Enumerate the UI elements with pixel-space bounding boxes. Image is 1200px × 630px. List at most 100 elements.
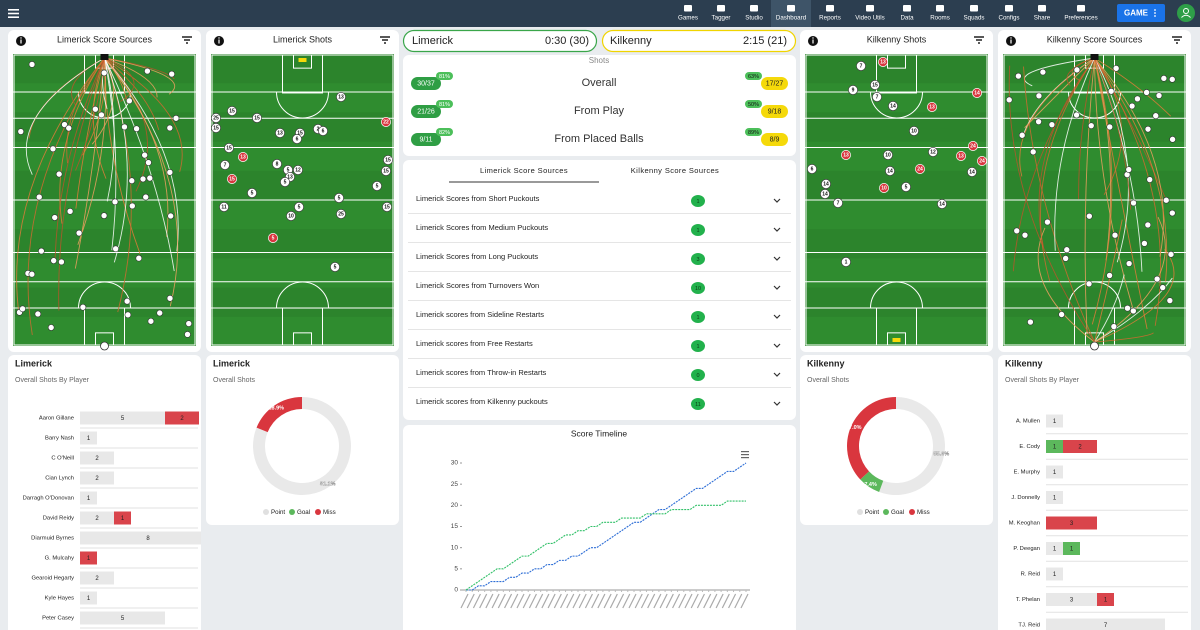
x-tick-stub	[535, 593, 544, 609]
tab[interactable]: Limerick Score Sources	[480, 166, 568, 175]
chevron[interactable]	[773, 227, 781, 232]
filter-icon[interactable]	[974, 36, 984, 44]
bar-segment	[1046, 440, 1063, 453]
chevron[interactable]	[773, 256, 781, 261]
pitch-stripe	[805, 170, 988, 200]
game-menu-dot	[1154, 15, 1156, 17]
source-marker	[61, 121, 68, 128]
nav-item[interactable]: Reports	[819, 15, 841, 22]
nav-item[interactable]: Tagger	[712, 15, 731, 22]
shot-label: 24	[970, 144, 976, 150]
source-path	[104, 57, 132, 313]
filter-icon[interactable]	[380, 36, 390, 44]
nav-item[interactable]: Video Utils	[855, 15, 884, 22]
pitch-stripe	[805, 287, 988, 317]
legend-label[interactable]: Miss	[323, 509, 336, 516]
source-row-label[interactable]: Limerick Scores from Medium Puckouts	[416, 223, 548, 232]
nav-item[interactable]: Games	[678, 15, 698, 22]
chevron[interactable]	[773, 314, 781, 319]
source-row-label[interactable]: Limerick Scores from Turnovers Won	[416, 281, 539, 290]
source-row-label[interactable]: Limerick scores from Throw-in Restarts	[416, 368, 547, 377]
legend-label[interactable]: Miss	[917, 509, 930, 516]
y-tick-label: David Reidy	[43, 516, 74, 522]
source-marker	[65, 124, 73, 132]
source-path	[1094, 248, 1175, 343]
shot-label: 13	[338, 95, 344, 101]
x-tick-stub	[485, 593, 494, 609]
x-tick-stub	[622, 593, 631, 609]
source-marker	[1058, 311, 1065, 318]
source-marker	[1160, 75, 1168, 82]
home-pct: 81%	[439, 102, 450, 108]
legend-label[interactable]: Goal	[891, 509, 904, 516]
bar-value: 1	[1053, 495, 1057, 501]
nav-item[interactable]: Data	[900, 15, 914, 22]
shot-label: 11	[221, 205, 227, 211]
y-tick-label: 5	[454, 566, 458, 573]
shot-label: 10	[288, 214, 294, 220]
x-tick-stub	[647, 593, 656, 609]
nav-item[interactable]: Share	[1034, 15, 1051, 22]
shot-label: 15	[385, 158, 391, 164]
source-marker	[1106, 272, 1113, 279]
bar-segment	[80, 431, 97, 445]
shot-label: 13	[240, 155, 246, 161]
nav-item[interactable]: Preferences	[1064, 15, 1097, 22]
legend-label[interactable]: Point	[865, 509, 879, 516]
shot-marker	[833, 198, 843, 208]
nav-item[interactable]: Rooms	[930, 15, 950, 22]
nav-item[interactable]: Dashboard	[776, 15, 807, 22]
menu-button[interactable]	[8, 9, 19, 18]
shot-marker	[972, 88, 982, 98]
pitch-arc	[1068, 91, 1121, 119]
x-tick-stub	[728, 593, 737, 609]
source-marker	[47, 324, 55, 331]
shot-marker	[382, 202, 392, 212]
source-marker	[92, 105, 99, 113]
shot-marker	[372, 181, 382, 191]
shot-marker	[336, 209, 346, 219]
slice-label: 37.0%	[846, 425, 862, 431]
source-path	[1094, 277, 1173, 343]
bar-value: 1	[87, 496, 91, 502]
chevron[interactable]	[773, 343, 781, 348]
game-button[interactable]	[1117, 4, 1165, 22]
source-row-label[interactable]: Limerick scores from Kilkenny puckouts	[416, 397, 548, 406]
y-tick-label: T. Phelan	[1016, 597, 1040, 603]
x-tick-stub	[672, 593, 681, 609]
source-row-label[interactable]: Limerick scores from Sideline Restarts	[416, 310, 544, 319]
home-pct: 81%	[439, 74, 450, 80]
nav-item[interactable]: Configs	[999, 15, 1020, 22]
nav-item[interactable]: Squads	[964, 15, 985, 22]
away-ratio-pill	[761, 77, 788, 90]
shot-label: 14	[822, 192, 828, 198]
nav-icon	[866, 5, 874, 12]
x-tick-stub	[472, 593, 481, 609]
legend-label[interactable]: Point	[271, 509, 285, 516]
source-path	[1094, 57, 1164, 257]
x-tick-stub	[591, 593, 600, 609]
filter-icon[interactable]	[182, 36, 192, 44]
source-marker	[38, 247, 45, 255]
y-tick-label: TJ. Reid	[1018, 623, 1040, 629]
source-row-label[interactable]: Limerick Scores from Short Puckouts	[416, 194, 540, 203]
source-marker	[1021, 231, 1029, 239]
y-tick-label: 10	[451, 544, 459, 551]
game-button-label[interactable]: GAME	[1124, 9, 1149, 18]
shot-marker	[915, 164, 925, 174]
nav-item[interactable]: Studio	[745, 15, 763, 22]
shot-label: 7	[876, 95, 879, 101]
tab[interactable]: Kilkenny Score Sources	[631, 166, 719, 175]
chevron[interactable]	[773, 285, 781, 290]
home-score: 0:30 (30)	[545, 35, 589, 47]
source-row-label[interactable]: Limerick scores from Free Restarts	[416, 339, 533, 348]
chart-subtitle: Overall Shots	[213, 377, 256, 384]
chevron[interactable]	[773, 401, 781, 406]
source-marker	[146, 174, 154, 182]
source-row-label[interactable]: Limerick Scores from Long Puckouts	[416, 252, 538, 261]
filter-icon[interactable]	[1172, 36, 1182, 44]
legend-label[interactable]: Goal	[297, 509, 310, 516]
chevron[interactable]	[773, 198, 781, 203]
timeline-menu[interactable]	[741, 451, 749, 459]
chevron[interactable]	[773, 372, 781, 377]
